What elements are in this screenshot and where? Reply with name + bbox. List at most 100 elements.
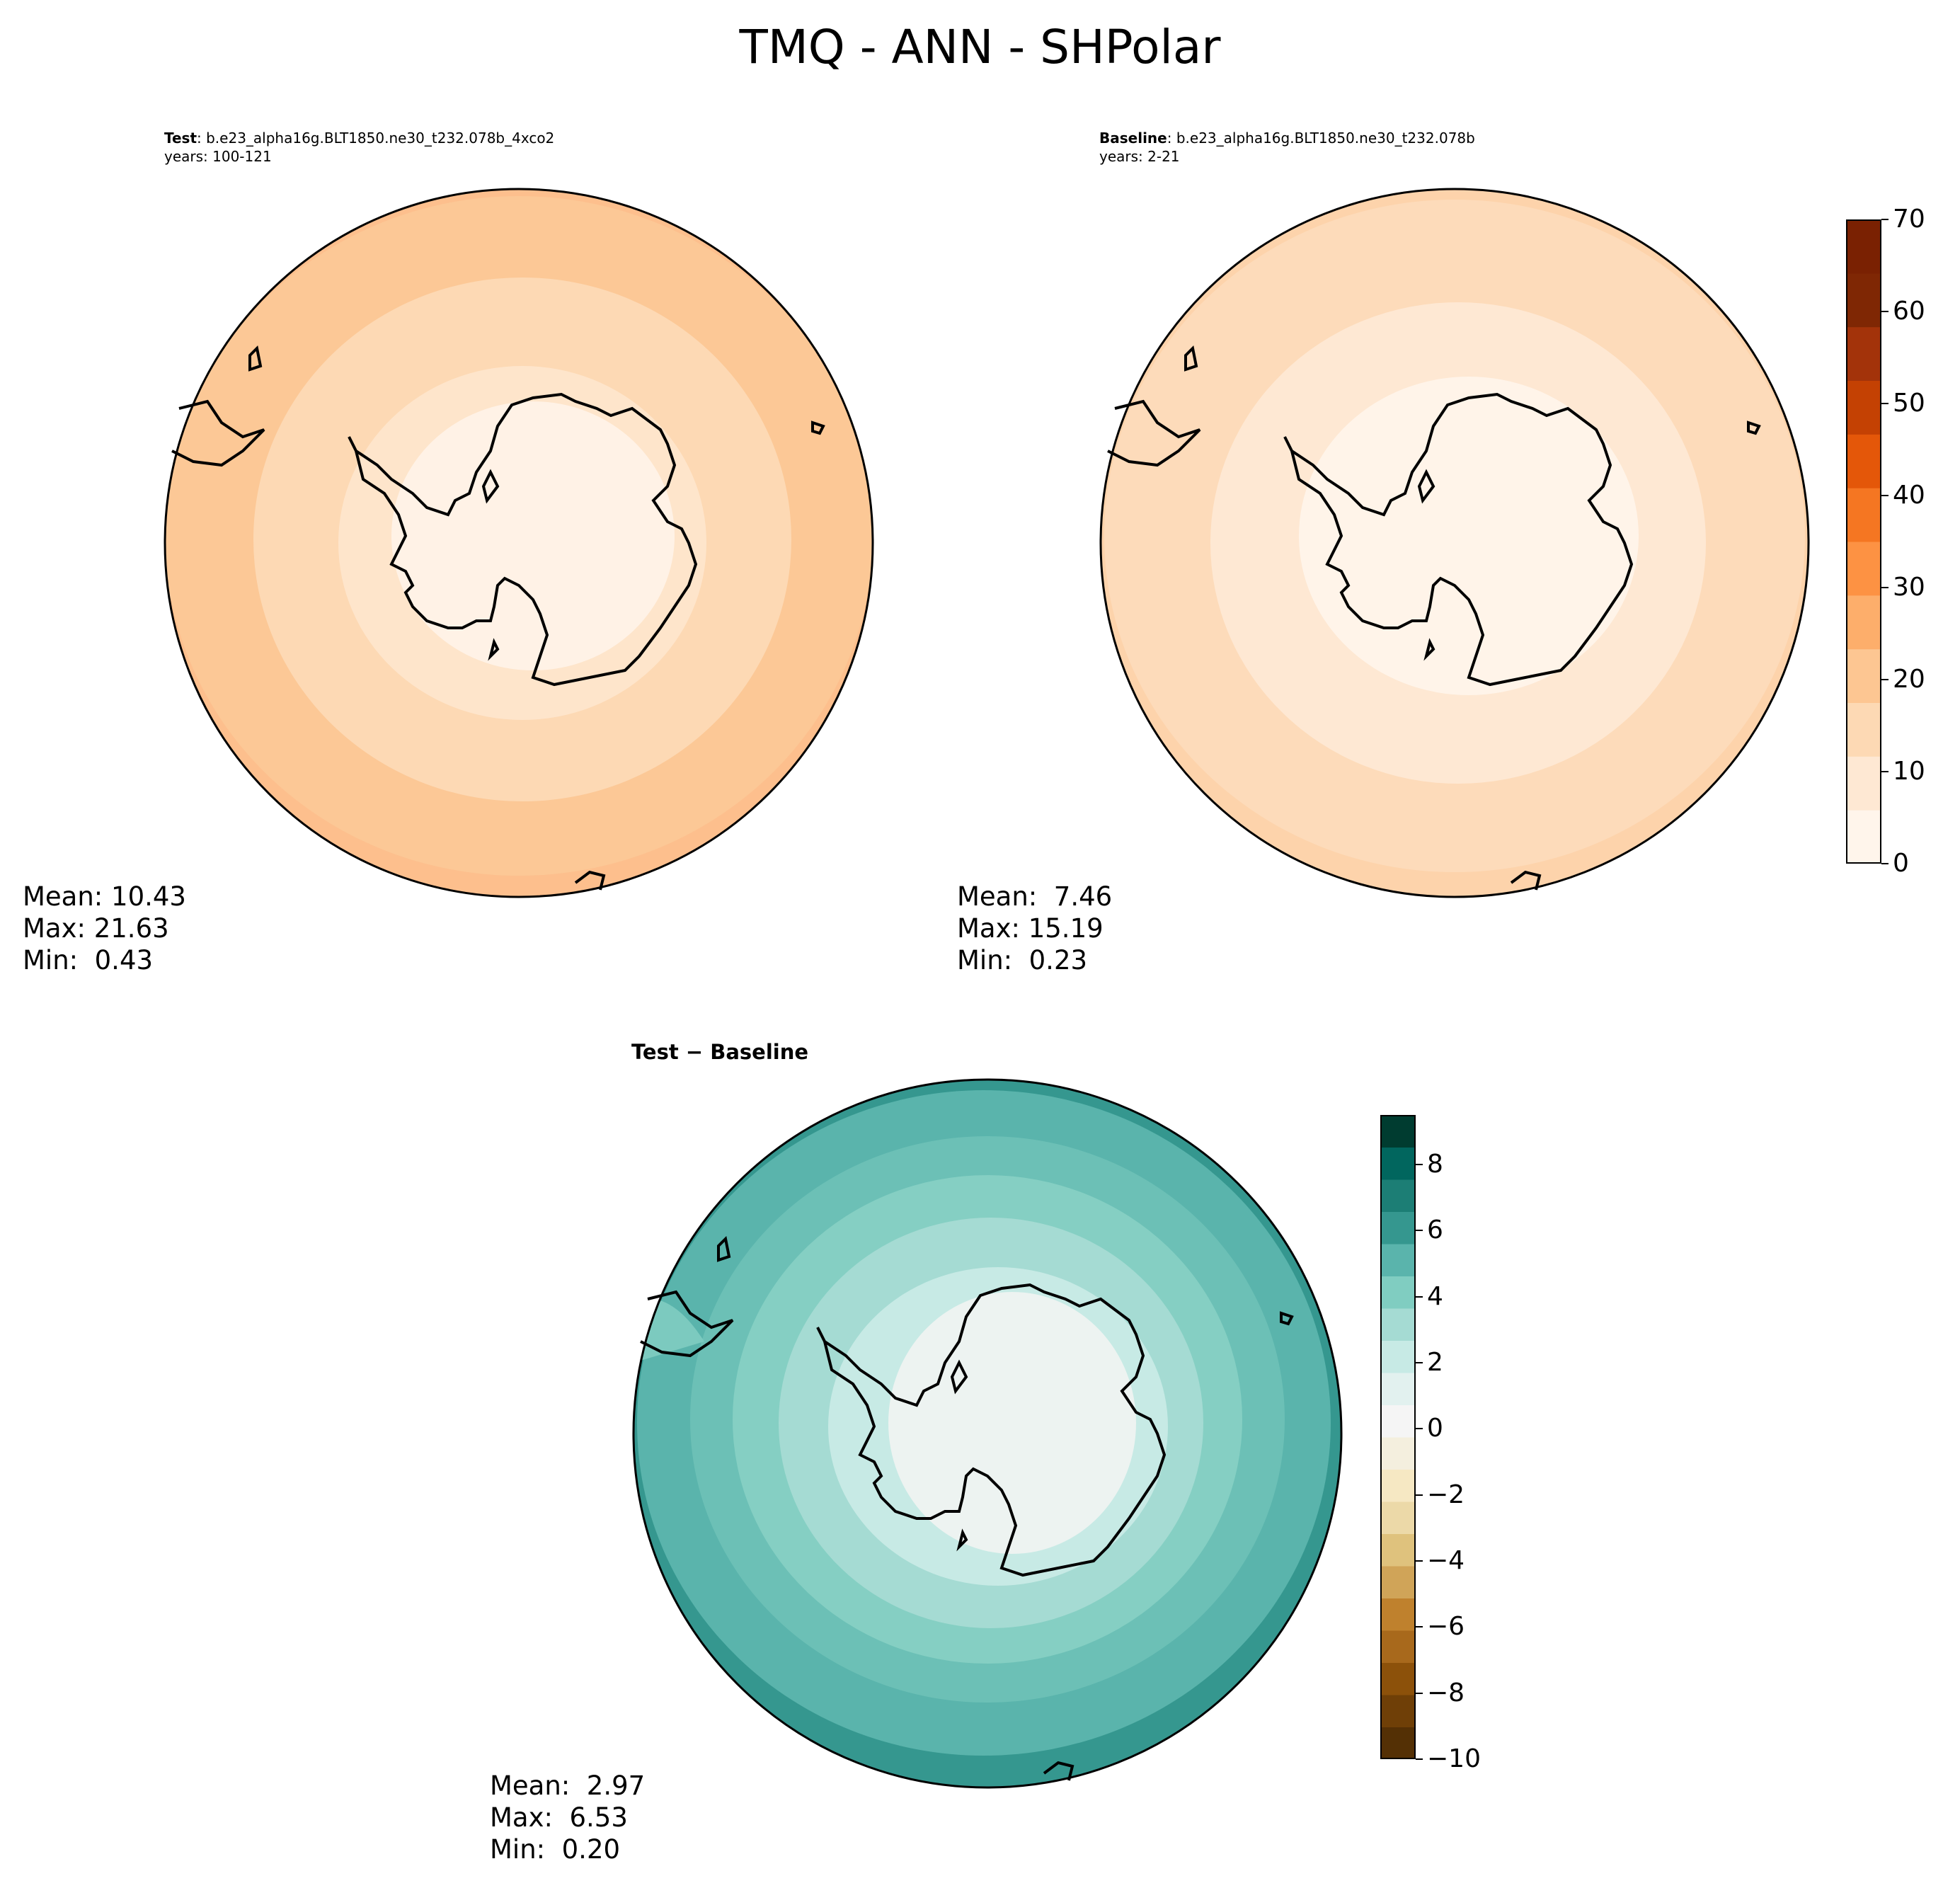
- diff-polar-map: [632, 1078, 1343, 1789]
- baseline-min: Min: 0.23: [957, 945, 1088, 976]
- colorbar-tick-mark: [1416, 1164, 1423, 1165]
- colorbar-tick-label: 2: [1427, 1348, 1443, 1377]
- colorbar-swatch: [1380, 1211, 1416, 1245]
- colorbar-tick-mark: [1881, 403, 1889, 404]
- baseline-years: years: 2-21: [1099, 148, 1180, 165]
- colorbar-swatch: [1380, 1501, 1416, 1534]
- colorbar-tick-mark: [1881, 771, 1889, 772]
- colorbar-swatch: [1846, 702, 1881, 757]
- colorbar-swatch: [1380, 1437, 1416, 1470]
- diff-min: Min: 0.20: [490, 1834, 621, 1865]
- colorbar-swatch: [1380, 1340, 1416, 1373]
- baseline-stats: Mean: 7.46 Max: 15.19 Min: 0.23: [957, 881, 1112, 976]
- colorbar-diff-bar: [1380, 1115, 1416, 1759]
- colorbar-tick-label: −8: [1427, 1678, 1465, 1707]
- diff-max: Max: 6.53: [490, 1802, 628, 1833]
- band-0: [1299, 377, 1639, 695]
- colorbar-tick-mark: [1416, 1692, 1423, 1694]
- colorbar-swatch: [1380, 1598, 1416, 1631]
- baseline-panel-header: Baseline: b.e23_alpha16g.BLT1850.ne30_t2…: [1099, 129, 1475, 147]
- colorbar-tick-mark: [1416, 1428, 1423, 1430]
- test-label: Test: [164, 130, 197, 147]
- colorbar-tick-mark: [1881, 495, 1889, 496]
- colorbar-swatch: [1380, 1276, 1416, 1309]
- colorbar-swatch: [1380, 1662, 1416, 1695]
- colorbar-tick-mark: [1416, 1230, 1423, 1232]
- colorbar-main-bar: [1846, 219, 1881, 864]
- colorbar-swatch: [1380, 1115, 1416, 1148]
- colorbar-tick-mark: [1881, 679, 1889, 680]
- colorbar-swatch: [1846, 273, 1881, 328]
- colorbar-swatch: [1380, 1147, 1416, 1180]
- test-years: years: 100-121: [164, 148, 272, 165]
- colorbar-swatch: [1380, 1373, 1416, 1405]
- test-mean: Mean: 10.43: [23, 881, 186, 912]
- colorbar-main-ticks: 0 10 20 30 40 50 60 70: [1881, 205, 1960, 878]
- colorbar-swatch: [1846, 326, 1881, 381]
- colorbar-tick-label: 60: [1893, 297, 1925, 326]
- test-min: Min: 0.43: [23, 945, 154, 976]
- test-max: Max: 21.63: [23, 913, 169, 944]
- colorbar-tick-label: 10: [1893, 757, 1925, 786]
- colorbar-swatch: [1846, 219, 1881, 274]
- baseline-mean: Mean: 7.46: [957, 881, 1113, 912]
- colorbar-tick-mark: [1416, 1758, 1423, 1760]
- colorbar-tick-label: 20: [1893, 665, 1925, 694]
- baseline-max: Max: 15.19: [957, 913, 1104, 944]
- colorbar-swatch: [1380, 1630, 1416, 1663]
- colorbar-main: 0 10 20 30 40 50 60 70: [1846, 205, 1925, 878]
- colorbar-tick-mark: [1416, 1560, 1423, 1562]
- colorbar-swatch: [1380, 1533, 1416, 1567]
- colorbar-swatch: [1380, 1695, 1416, 1727]
- colorbar-swatch: [1846, 756, 1881, 811]
- test-polar-map: [164, 188, 874, 898]
- colorbar-swatch: [1380, 1404, 1416, 1438]
- colorbar-swatch: [1846, 595, 1881, 650]
- colorbar-diff: 8 6 4 2 0 −2 −4 −6 −8 −10: [1380, 1115, 1481, 1773]
- colorbar-tick-mark: [1881, 587, 1889, 588]
- colorbar-tick-mark: [1881, 311, 1889, 312]
- coastline-antarctica: [640, 1235, 1294, 1781]
- colorbar-diff-ticks: 8 6 4 2 0 −2 −4 −6 −8 −10: [1416, 1115, 1508, 1773]
- diff-title: Test − Baseline: [631, 1040, 809, 1064]
- colorbar-tick-mark: [1416, 1295, 1423, 1298]
- band-0: [391, 401, 675, 670]
- colorbar-tick-mark: [1416, 1626, 1423, 1628]
- coastline-antarctica: [171, 345, 825, 891]
- diff-mean: Mean: 2.97: [490, 1770, 646, 1801]
- colorbar-tick-label: 4: [1427, 1281, 1443, 1311]
- test-stats: Mean: 10.43 Max: 21.63 Min: 0.43: [23, 881, 186, 976]
- test-case-name: : b.e23_alpha16g.BLT1850.ne30_t232.078b_…: [197, 130, 555, 147]
- baseline-label: Baseline: [1099, 130, 1167, 147]
- figure-title: TMQ - ANN - SHPolar: [739, 20, 1221, 74]
- colorbar-swatch: [1380, 1308, 1416, 1341]
- test-panel-header: Test: b.e23_alpha16g.BLT1850.ne30_t232.0…: [164, 129, 554, 147]
- colorbar-swatch: [1380, 1727, 1416, 1759]
- colorbar-tick-mark: [1416, 1494, 1423, 1496]
- colorbar-tick-label: −2: [1427, 1480, 1465, 1509]
- colorbar-tick-label: −10: [1427, 1744, 1481, 1773]
- colorbar-tick-label: 50: [1893, 389, 1925, 418]
- colorbar-tick-label: 6: [1427, 1215, 1443, 1245]
- colorbar-swatch: [1846, 648, 1881, 703]
- colorbar-tick-label: 0: [1427, 1414, 1443, 1443]
- colorbar-tick-label: 0: [1893, 849, 1909, 878]
- colorbar-tick-label: 70: [1893, 205, 1925, 234]
- colorbar-swatch: [1846, 380, 1881, 435]
- colorbar-swatch: [1846, 810, 1881, 864]
- coastline-antarctica: [1107, 345, 1761, 891]
- baseline-case-name: : b.e23_alpha16g.BLT1850.ne30_t232.078b: [1167, 130, 1475, 147]
- colorbar-swatch: [1380, 1244, 1416, 1276]
- diff-stats: Mean: 2.97 Max: 6.53 Min: 0.20: [490, 1770, 645, 1865]
- colorbar-tick-label: 8: [1427, 1150, 1443, 1179]
- colorbar-tick-label: −6: [1427, 1612, 1465, 1642]
- colorbar-tick-label: 30: [1893, 573, 1925, 602]
- baseline-polar-map: [1099, 188, 1810, 898]
- colorbar-tick-mark: [1881, 219, 1889, 220]
- colorbar-swatch: [1846, 542, 1881, 596]
- colorbar-swatch: [1846, 488, 1881, 542]
- colorbar-tick-mark: [1416, 1362, 1423, 1363]
- colorbar-tick-label: −4: [1427, 1546, 1465, 1575]
- colorbar-swatch: [1380, 1179, 1416, 1212]
- colorbar-tick-mark: [1881, 863, 1889, 864]
